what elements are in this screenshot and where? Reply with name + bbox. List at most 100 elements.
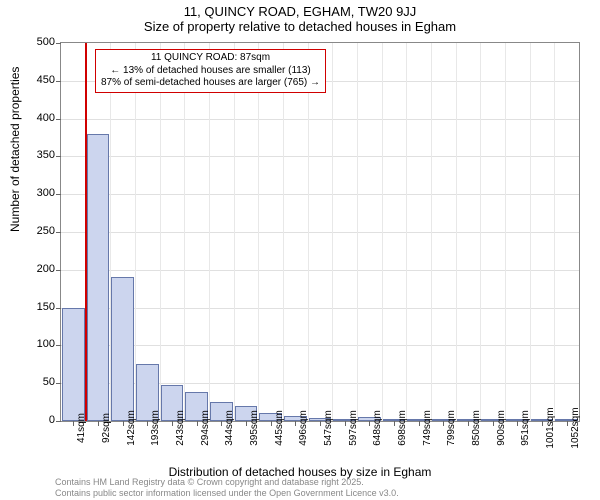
x-tick-label: 648sqm [372, 410, 383, 446]
y-tick-label: 250 [15, 225, 55, 237]
y-tick [56, 308, 61, 309]
y-tick [56, 345, 61, 346]
y-tick-label: 500 [15, 36, 55, 48]
x-tick-label: 193sqm [150, 410, 161, 446]
chart-title-line2: Size of property relative to detached ho… [0, 19, 600, 36]
footer-line1: Contains HM Land Registry data © Crown c… [55, 477, 399, 487]
cell-border [505, 43, 506, 421]
x-tick [493, 421, 494, 426]
cell-border [234, 43, 235, 421]
y-tick-label: 300 [15, 187, 55, 199]
y-tick [56, 156, 61, 157]
x-tick-label: 1052sqm [570, 407, 581, 448]
x-tick [419, 421, 420, 426]
gridline [61, 270, 579, 271]
histogram-bar [111, 277, 134, 421]
y-tick [56, 232, 61, 233]
gridline [61, 194, 579, 195]
gridline [61, 345, 579, 346]
y-tick-label: 50 [15, 376, 55, 388]
cell-border [332, 43, 333, 421]
x-tick-label: 799sqm [446, 410, 457, 446]
y-tick [56, 270, 61, 271]
marker-line [85, 43, 87, 421]
annotation-line3: 87% of semi-detached houses are larger (… [101, 77, 320, 90]
histogram-bar [62, 308, 85, 421]
x-tick-label: 951sqm [520, 410, 531, 446]
gridline [61, 156, 579, 157]
y-tick [56, 421, 61, 422]
cell-border [530, 43, 531, 421]
cell-border [209, 43, 210, 421]
x-tick [73, 421, 74, 426]
y-tick-label: 200 [15, 263, 55, 275]
annotation-box: 11 QUINCY ROAD: 87sqm ← 13% of detached … [95, 49, 326, 93]
x-tick [517, 421, 518, 426]
gridline [61, 232, 579, 233]
x-tick [320, 421, 321, 426]
x-tick-label: 142sqm [126, 410, 137, 446]
x-tick [221, 421, 222, 426]
x-tick [369, 421, 370, 426]
y-tick-label: 0 [15, 414, 55, 426]
cell-border [184, 43, 185, 421]
cell-border [160, 43, 161, 421]
y-tick [56, 43, 61, 44]
cell-border [283, 43, 284, 421]
x-tick [345, 421, 346, 426]
cell-border [456, 43, 457, 421]
cell-border [480, 43, 481, 421]
x-tick-label: 698sqm [397, 410, 408, 446]
x-tick-label: 547sqm [323, 410, 334, 446]
annotation-line1: 11 QUINCY ROAD: 87sqm [101, 52, 320, 65]
x-tick-label: 496sqm [298, 410, 309, 446]
cell-border [357, 43, 358, 421]
x-tick-label: 92sqm [101, 413, 112, 443]
y-tick-label: 100 [15, 338, 55, 350]
x-tick [172, 421, 173, 426]
x-tick [295, 421, 296, 426]
cell-border [406, 43, 407, 421]
x-tick-label: 243sqm [175, 410, 186, 446]
x-tick-label: 344sqm [224, 410, 235, 446]
x-tick [468, 421, 469, 426]
annotation-line2: ← 13% of detached houses are smaller (11… [101, 65, 320, 78]
chart-area: 11 QUINCY ROAD: 87sqm ← 13% of detached … [60, 42, 580, 422]
y-tick [56, 81, 61, 82]
x-tick [246, 421, 247, 426]
cell-border [258, 43, 259, 421]
cell-border [382, 43, 383, 421]
x-tick-label: 395sqm [249, 410, 260, 446]
footer-attribution: Contains HM Land Registry data © Crown c… [55, 477, 399, 498]
chart-title-line1: 11, QUINCY ROAD, EGHAM, TW20 9JJ [0, 0, 600, 19]
x-tick-label: 749sqm [422, 410, 433, 446]
cell-border [308, 43, 309, 421]
x-tick-label: 850sqm [471, 410, 482, 446]
gridline [61, 308, 579, 309]
x-tick [443, 421, 444, 426]
histogram-bar [87, 134, 110, 421]
y-tick-label: 450 [15, 74, 55, 86]
x-tick-label: 445sqm [274, 410, 285, 446]
y-tick [56, 194, 61, 195]
footer-line2: Contains public sector information licen… [55, 488, 399, 498]
cell-border [554, 43, 555, 421]
x-tick-label: 41sqm [76, 413, 87, 443]
x-tick [567, 421, 568, 426]
x-tick [394, 421, 395, 426]
x-tick [271, 421, 272, 426]
x-tick [123, 421, 124, 426]
y-tick-label: 150 [15, 301, 55, 313]
y-tick-label: 400 [15, 112, 55, 124]
plot-region [60, 42, 580, 422]
x-tick [147, 421, 148, 426]
x-tick [98, 421, 99, 426]
y-tick [56, 119, 61, 120]
x-tick [542, 421, 543, 426]
x-tick-label: 900sqm [496, 410, 507, 446]
x-tick-label: 1001sqm [545, 407, 556, 448]
x-tick-label: 597sqm [348, 410, 359, 446]
y-tick [56, 383, 61, 384]
y-tick-label: 350 [15, 149, 55, 161]
gridline [61, 119, 579, 120]
